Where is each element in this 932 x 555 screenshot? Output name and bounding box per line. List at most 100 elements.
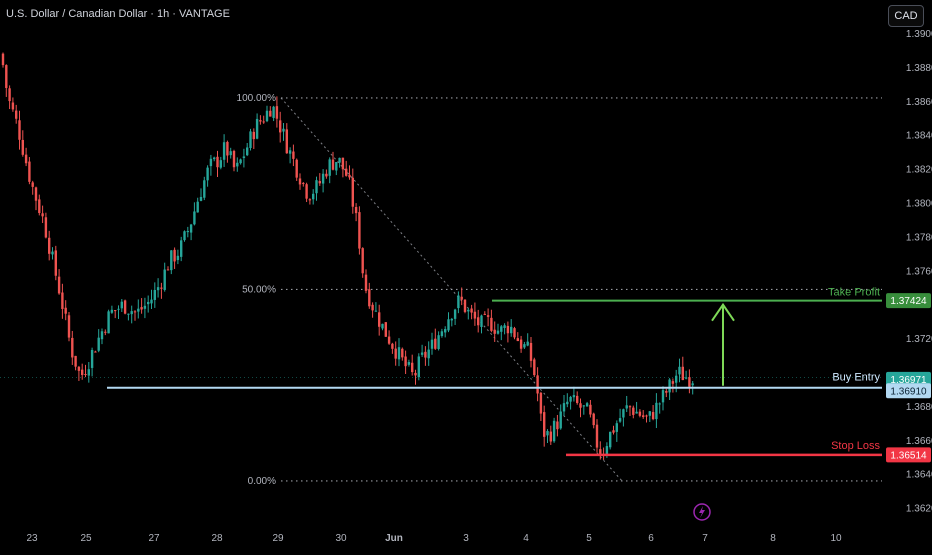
candle-body bbox=[295, 159, 298, 178]
candle-body bbox=[183, 231, 186, 241]
candle-body bbox=[67, 315, 71, 338]
candle-body bbox=[341, 157, 345, 170]
candle-body bbox=[678, 366, 681, 375]
stop-loss-price-badge-bg bbox=[886, 447, 931, 463]
candle-body bbox=[473, 311, 477, 319]
y-tick-label: 1.36200 bbox=[906, 504, 932, 515]
candle-body bbox=[15, 110, 18, 119]
candle-body bbox=[447, 319, 450, 331]
candle-body bbox=[279, 120, 282, 133]
candle-body bbox=[222, 142, 226, 160]
candle-body bbox=[219, 160, 222, 168]
candle-body bbox=[585, 403, 589, 407]
candle-body bbox=[404, 356, 407, 367]
candle-body bbox=[562, 403, 566, 412]
candle-body bbox=[64, 307, 67, 314]
candle-body bbox=[397, 347, 401, 360]
candle-body bbox=[38, 199, 41, 213]
candle-body bbox=[655, 402, 658, 420]
candle-body bbox=[24, 154, 28, 164]
fib-label: 50.00% bbox=[242, 284, 276, 295]
take-profit-price-badge: 1.37424 bbox=[890, 296, 927, 307]
candle-body bbox=[71, 337, 74, 358]
y-tick-label: 1.37800 bbox=[906, 232, 932, 243]
candle-body bbox=[160, 287, 163, 289]
candle-body bbox=[417, 356, 420, 378]
candle-body bbox=[569, 396, 572, 402]
target-arrow bbox=[711, 302, 735, 386]
candle-body bbox=[170, 250, 173, 271]
x-tick-label: 29 bbox=[272, 533, 284, 544]
candle-body bbox=[628, 406, 632, 408]
price-axis[interactable]: 1.39000 1.38800 1.38600 1.38400 1.38200 1.380… bbox=[906, 29, 932, 514]
candle-body bbox=[523, 344, 526, 348]
candle-body bbox=[463, 299, 467, 312]
candle-body bbox=[213, 157, 216, 160]
candle-body bbox=[651, 412, 655, 420]
y-tick-label: 1.39000 bbox=[906, 29, 932, 40]
candle-body bbox=[176, 255, 180, 261]
y-tick-label: 1.37600 bbox=[906, 266, 932, 277]
candle-body bbox=[348, 174, 351, 178]
candle-body bbox=[665, 391, 668, 393]
candle-body bbox=[232, 150, 236, 168]
candle-body bbox=[239, 159, 242, 164]
candle-body bbox=[391, 343, 394, 349]
x-tick-label: 27 bbox=[148, 533, 160, 544]
candle-body bbox=[246, 147, 249, 156]
candle-body bbox=[123, 300, 127, 314]
candle-body bbox=[51, 251, 54, 255]
candle-body bbox=[519, 339, 523, 349]
candle-body bbox=[186, 230, 189, 233]
candle-body bbox=[285, 129, 288, 154]
trade-levels[interactable]: Take Profit Buy Entry Stop Loss bbox=[107, 287, 882, 457]
candle-body bbox=[288, 150, 292, 154]
currency-button[interactable]: CAD bbox=[888, 5, 924, 27]
candle-body bbox=[536, 375, 539, 394]
time-axis[interactable]: 23 25 27 28 29 30 Jun 3 4 5 6 7 8 10 bbox=[26, 533, 842, 544]
candle-body bbox=[490, 317, 493, 331]
x-tick-label: 28 bbox=[211, 533, 223, 544]
candle-body bbox=[358, 212, 361, 249]
candle-body bbox=[166, 269, 170, 271]
candle-body bbox=[328, 159, 331, 176]
candle-body bbox=[437, 335, 440, 350]
candle-body bbox=[688, 377, 691, 387]
candle-body bbox=[470, 308, 473, 313]
candle-body bbox=[361, 248, 364, 274]
candle-body bbox=[579, 403, 582, 408]
candle-body bbox=[368, 289, 371, 307]
candle-body bbox=[559, 411, 562, 429]
candle-body bbox=[127, 313, 130, 315]
candle-body bbox=[480, 315, 483, 327]
candle-body bbox=[378, 312, 381, 327]
fib-label: 100.00% bbox=[237, 93, 277, 104]
y-tick-label: 1.37200 bbox=[906, 334, 932, 345]
take-profit-price-badge-bg bbox=[886, 293, 931, 309]
candle-body bbox=[18, 120, 21, 140]
candle-body bbox=[582, 405, 585, 407]
candle-body bbox=[90, 350, 94, 368]
candle-body bbox=[424, 351, 427, 358]
candle-body bbox=[592, 413, 595, 426]
lightning-bolt bbox=[699, 506, 705, 518]
candle-body bbox=[199, 196, 203, 201]
candle-body bbox=[259, 120, 262, 122]
candle-body bbox=[81, 369, 84, 375]
candle-body bbox=[226, 141, 229, 156]
candle-body bbox=[97, 337, 100, 351]
candle-body bbox=[206, 167, 209, 181]
current-price-badge: 1.36971 bbox=[890, 375, 927, 386]
candle-body bbox=[173, 249, 176, 262]
candle-body bbox=[140, 307, 143, 310]
candle-body bbox=[457, 295, 460, 309]
x-tick-label: 8 bbox=[770, 533, 776, 544]
candle-body bbox=[305, 184, 308, 199]
fib-label: 0.00% bbox=[248, 476, 276, 487]
buy-entry-label: Buy Entry bbox=[832, 372, 880, 384]
candle-body bbox=[371, 304, 374, 311]
candle-body bbox=[156, 287, 160, 291]
candle-body bbox=[8, 88, 11, 102]
